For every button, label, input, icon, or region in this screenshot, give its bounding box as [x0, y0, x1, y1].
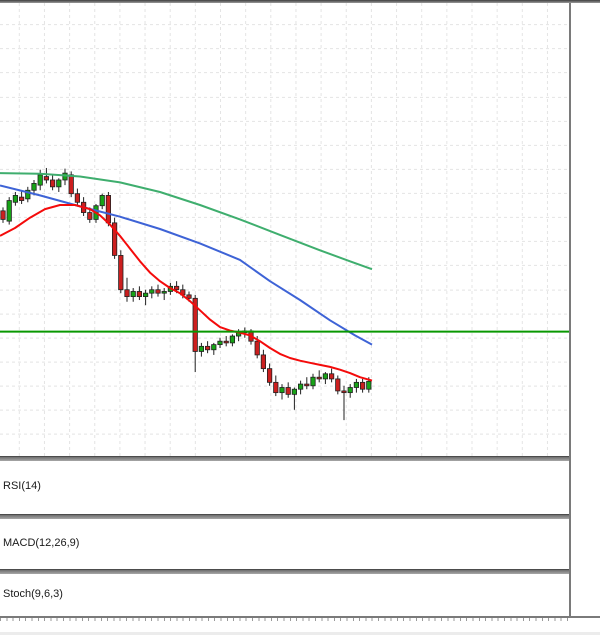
overlay-ma-slow [0, 172, 373, 271]
candle-down [304, 383, 310, 387]
price-axis-line [569, 3, 571, 616]
candle-up [130, 291, 136, 297]
candle-down [105, 195, 111, 224]
rsi-panel[interactable] [0, 461, 569, 514]
candle-up [198, 345, 204, 352]
candle-down [223, 340, 229, 344]
panel-separator[interactable] [0, 456, 569, 461]
candle-up [217, 340, 223, 346]
candle-up [149, 289, 155, 294]
candle-down [124, 289, 130, 297]
candle-up [99, 195, 105, 207]
rsi-indicator-label: RSI(14) [3, 480, 41, 492]
panel-separator[interactable] [0, 569, 569, 574]
macd-indicator-label: MACD(12,26,9) [3, 537, 80, 549]
candle-up [322, 373, 329, 380]
overlay-ma-fast [0, 204, 373, 382]
candle-up [6, 200, 12, 222]
panel-separator[interactable] [0, 514, 569, 519]
candle-up [12, 195, 18, 203]
candle-down [0, 210, 6, 220]
candle-down [50, 179, 56, 188]
candle-down [359, 381, 366, 390]
candle-up [31, 183, 37, 191]
window-top-border [0, 0, 600, 3]
candle-up [347, 387, 353, 394]
candle-down [173, 285, 180, 291]
candle-down [260, 354, 267, 370]
candle-up [291, 388, 298, 395]
candle-up [297, 383, 304, 390]
candle-down [341, 390, 347, 394]
candle-down [328, 373, 335, 380]
stochastic-panel[interactable] [0, 574, 569, 616]
candle-down [273, 381, 279, 394]
stochastic-indicator-label: Stoch(9,6,3) [3, 588, 63, 600]
candle-down [112, 222, 118, 256]
macd-panel[interactable] [0, 519, 569, 569]
candle-down [136, 291, 142, 297]
candle-down [87, 212, 93, 220]
candle-down [316, 376, 322, 380]
horizontal-gridlines [0, 24, 569, 435]
candle-down [118, 255, 124, 291]
candle-down [68, 174, 74, 195]
candle-up [161, 291, 167, 294]
candle-down [155, 289, 161, 294]
candle-up [279, 387, 285, 394]
main-price-chart[interactable] [0, 3, 569, 456]
time-axis-line [0, 616, 600, 618]
candle-up [142, 292, 149, 297]
candle-up [211, 344, 217, 351]
window-bottom-strip [0, 632, 600, 635]
candle-down [204, 345, 211, 351]
candle-down [192, 297, 198, 352]
candle-up [310, 376, 316, 387]
candle-down [335, 378, 341, 392]
candle-down [186, 294, 192, 299]
candle-down [74, 193, 80, 203]
candle-down [43, 176, 50, 181]
candle-down [254, 340, 260, 356]
candle-up [25, 189, 31, 200]
candle-up [37, 174, 43, 186]
candle-up [56, 179, 62, 188]
candle-down [266, 368, 273, 383]
candle-down [18, 196, 25, 201]
candle-up [366, 380, 372, 390]
candle-down [285, 387, 291, 395]
time-axis-ticks [0, 618, 569, 621]
candle-up [353, 381, 360, 388]
time-axis[interactable] [0, 620, 600, 632]
candle-up [229, 335, 235, 344]
